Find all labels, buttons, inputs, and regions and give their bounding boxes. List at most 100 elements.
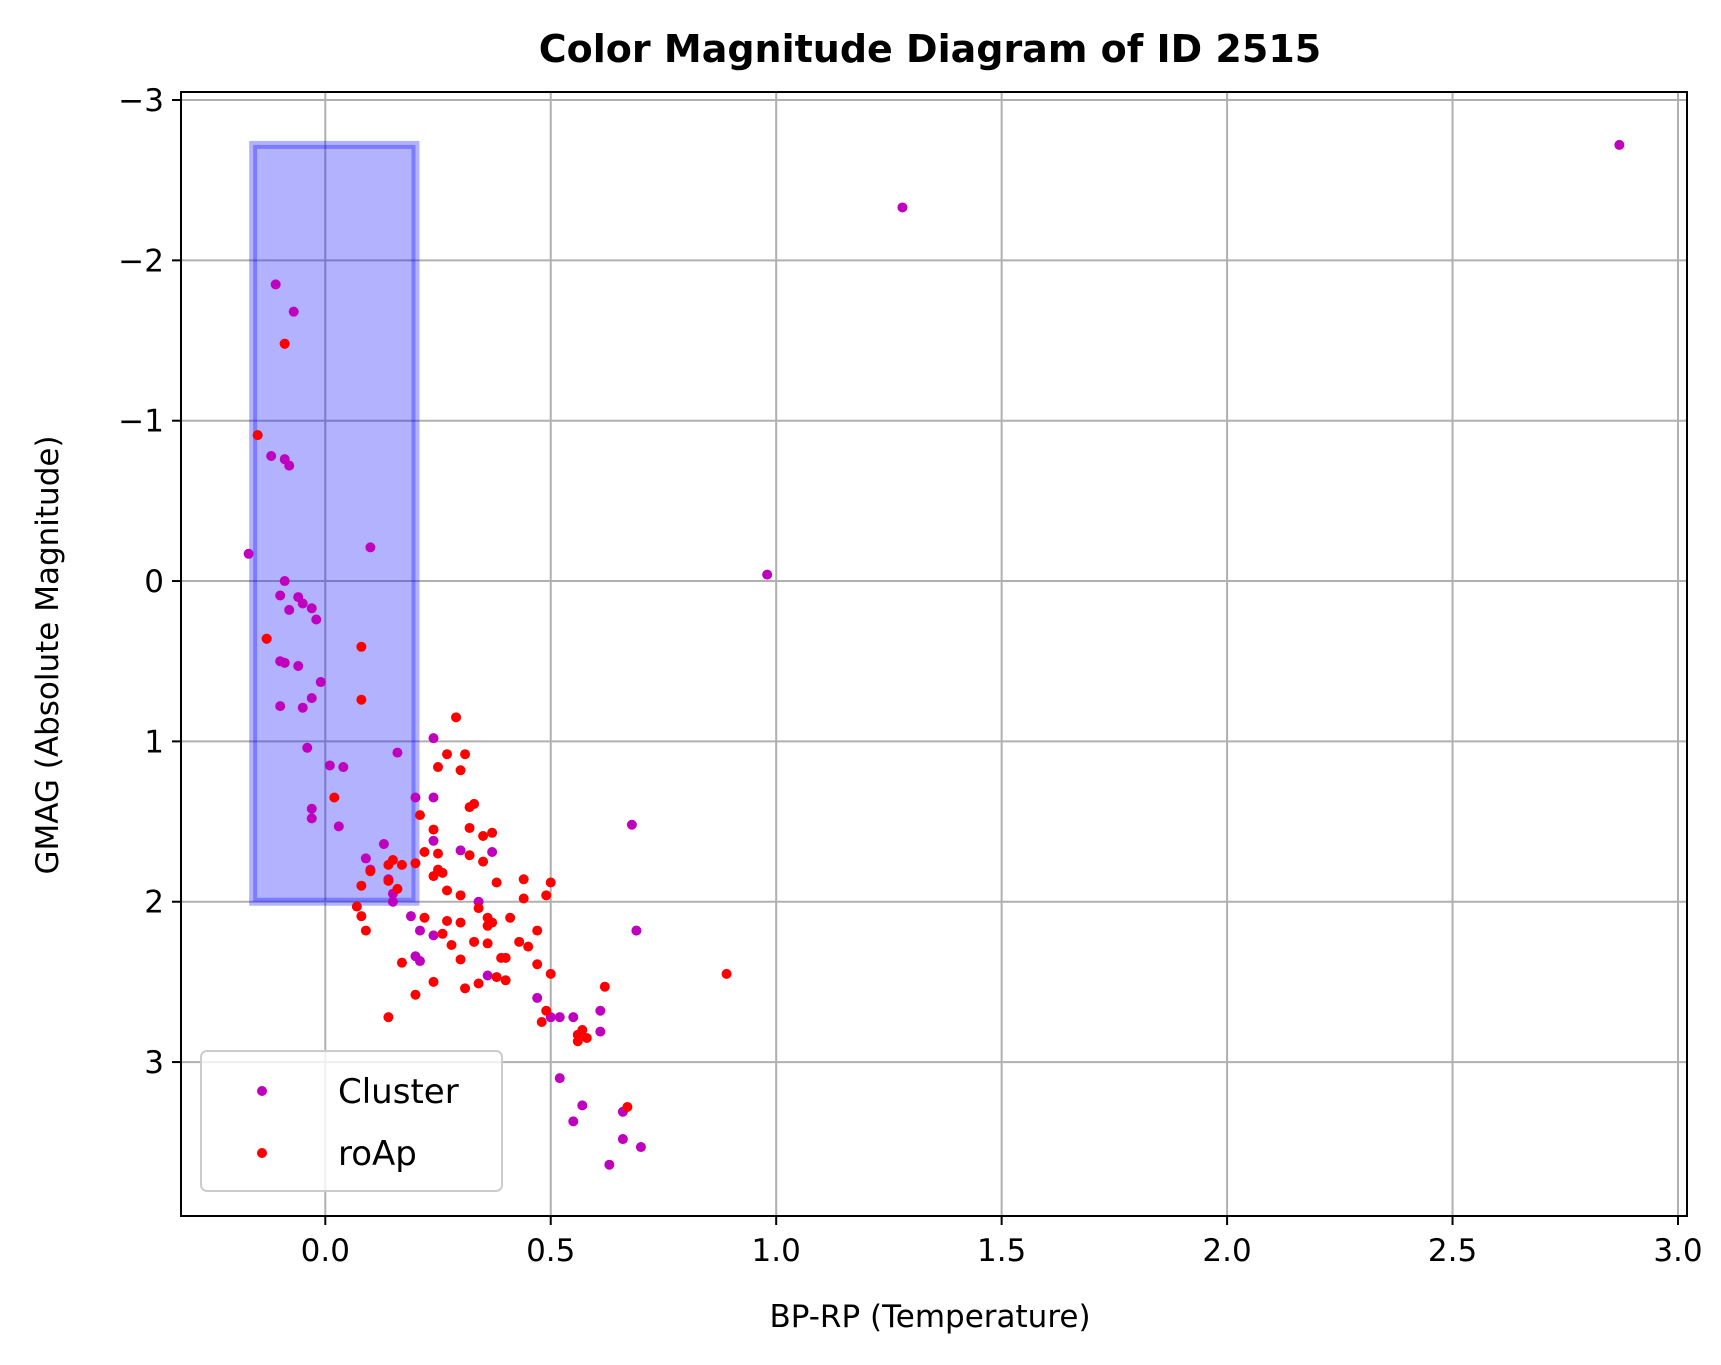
- cluster-point: [243, 548, 254, 559]
- roap-point: [541, 890, 552, 901]
- cluster-point: [266, 450, 277, 461]
- cluster-point: [568, 1116, 579, 1127]
- cluster-point: [302, 742, 313, 753]
- cluster-point: [306, 813, 317, 824]
- roap-point: [487, 917, 498, 928]
- roap-point: [392, 883, 403, 894]
- cluster-point: [1614, 139, 1625, 150]
- roap-point: [460, 983, 471, 994]
- roap-point: [491, 877, 502, 888]
- legend-label-roap: roAp: [338, 1134, 417, 1174]
- roap-point: [473, 903, 484, 914]
- roap-point: [433, 762, 444, 773]
- roap-point: [360, 925, 371, 936]
- cluster-point: [279, 576, 290, 587]
- cluster-point: [482, 970, 493, 981]
- roap-point: [518, 893, 529, 904]
- roap-point: [469, 936, 480, 947]
- roap-point: [473, 978, 484, 989]
- highlight-rectangle: [249, 140, 420, 906]
- cluster-point: [315, 677, 326, 688]
- cluster-point: [275, 701, 286, 712]
- roap-point: [252, 430, 263, 441]
- cluster-point: [595, 1026, 606, 1037]
- cluster-point: [405, 911, 416, 922]
- y-tick-label: −3: [118, 83, 164, 119]
- roap-point: [437, 928, 448, 939]
- roap-point: [442, 749, 453, 760]
- cluster-point: [631, 925, 642, 936]
- x-tick-label: 2.0: [1202, 1233, 1251, 1269]
- legend-marker-cluster: [257, 1086, 267, 1096]
- cluster-point: [275, 590, 286, 601]
- cluster-point: [333, 821, 344, 832]
- y-tick-label: 0: [144, 564, 164, 600]
- cluster-point: [410, 792, 421, 803]
- roap-point: [523, 941, 534, 952]
- roap-point: [356, 694, 367, 705]
- x-tick-label: 0.0: [301, 1233, 350, 1269]
- roap-point: [532, 925, 543, 936]
- x-tick-label: 1.5: [977, 1233, 1026, 1269]
- roap-point: [478, 856, 489, 867]
- cluster-point: [428, 835, 439, 846]
- roap-point: [383, 1012, 394, 1023]
- roap-point: [514, 936, 525, 947]
- cluster-point: [360, 853, 371, 864]
- roap-point: [356, 911, 367, 922]
- roap-point: [541, 1005, 552, 1016]
- cluster-point: [577, 1100, 588, 1111]
- roap-point: [455, 954, 466, 965]
- cluster-point: [297, 702, 308, 713]
- cluster-point: [532, 992, 543, 1003]
- roap-point: [536, 1016, 547, 1027]
- roap-point: [396, 957, 407, 968]
- scatter-points: [243, 139, 1625, 1170]
- y-axis-label: GMAG (Absolute Magnitude): [30, 435, 66, 874]
- roap-point: [518, 874, 529, 885]
- cluster-point: [554, 1073, 565, 1084]
- roap-point: [455, 890, 466, 901]
- cluster-point: [428, 792, 439, 803]
- cluster-point: [455, 845, 466, 856]
- roap-point: [622, 1101, 633, 1112]
- roap-point: [721, 968, 732, 979]
- cluster-point: [306, 603, 317, 614]
- roap-point: [351, 901, 362, 912]
- y-tick-label: 2: [144, 885, 164, 921]
- cluster-point: [595, 1005, 606, 1016]
- roap-point: [460, 749, 471, 760]
- roap-point: [500, 952, 511, 963]
- roap-point: [419, 847, 430, 858]
- roap-point: [455, 765, 466, 776]
- x-tick-label: 2.5: [1428, 1233, 1477, 1269]
- roap-point: [419, 912, 430, 923]
- cluster-point: [897, 202, 908, 213]
- cluster-point: [284, 460, 295, 471]
- cluster-point: [604, 1159, 615, 1170]
- roap-point: [532, 959, 543, 970]
- cluster-point: [284, 604, 295, 615]
- highlight-region: [249, 140, 420, 906]
- axis-ticks: 0.0 0.5 1.0 1.5 2.0 2.5 3.0 −3 −2 −1 0 1 2 3: [118, 83, 1702, 1269]
- roap-point: [599, 981, 610, 992]
- roap-point: [577, 1025, 588, 1036]
- roap-point: [414, 810, 425, 821]
- legend-marker-roap: [257, 1148, 267, 1158]
- roap-point: [545, 877, 556, 888]
- x-tick-label: 0.5: [526, 1233, 575, 1269]
- cluster-point: [324, 760, 335, 771]
- cluster-point: [293, 661, 304, 672]
- legend-box: [200, 1050, 503, 1192]
- roap-point: [451, 712, 462, 723]
- roap-point: [455, 917, 466, 928]
- roap-point: [396, 859, 407, 870]
- roap-point: [261, 633, 272, 644]
- roap-point: [572, 1036, 583, 1047]
- cluster-point: [378, 839, 389, 850]
- roap-point: [356, 880, 367, 891]
- cluster-point: [365, 542, 376, 553]
- roap-point: [464, 850, 475, 861]
- roap-point: [387, 855, 398, 866]
- roap-point: [505, 912, 516, 923]
